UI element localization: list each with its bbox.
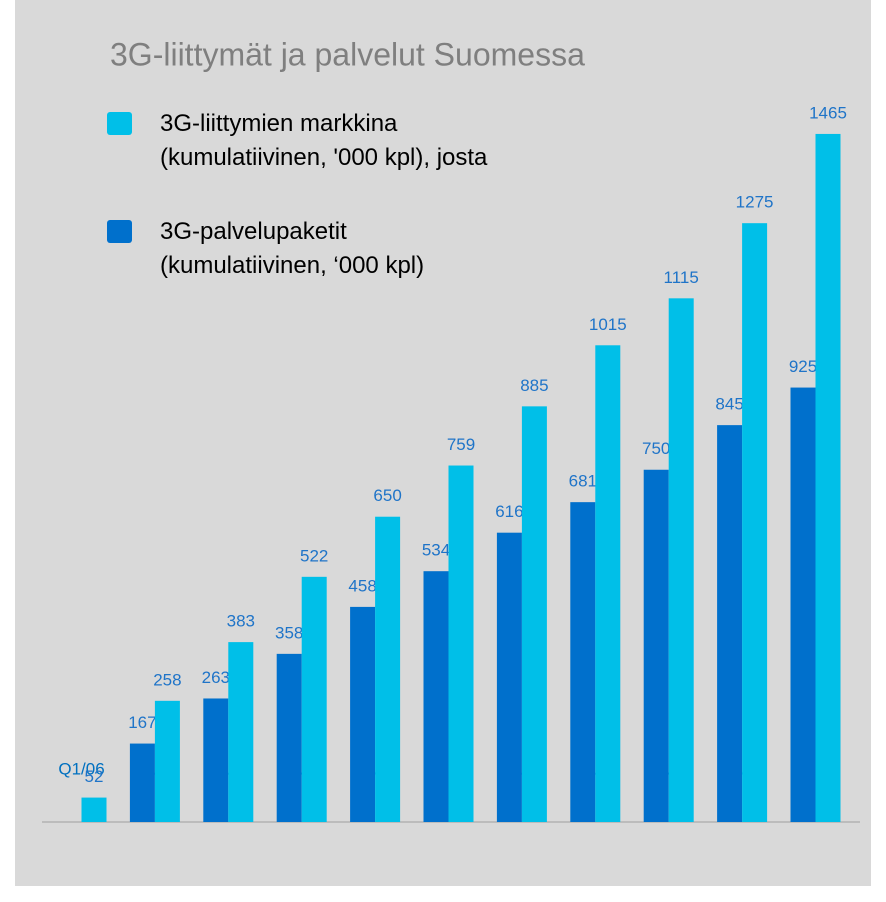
data-label: 167 [128, 713, 156, 732]
data-label: 1275 [736, 193, 774, 212]
data-label: 383 [227, 612, 255, 631]
data-label: 925 [789, 357, 817, 376]
data-label: 681 [569, 472, 597, 491]
bar [668, 298, 694, 822]
bar [154, 700, 180, 822]
chart-title: 3G-liittymät ja palvelut Suomessa [110, 36, 585, 72]
data-label: 1015 [589, 315, 627, 334]
bar [742, 223, 768, 823]
data-label: 1465 [809, 103, 847, 122]
bar [228, 642, 254, 822]
bar [595, 345, 621, 822]
bar [496, 532, 522, 822]
x-tick-label: Q1/06 [58, 759, 104, 778]
bar [643, 469, 669, 822]
legend-swatch [107, 220, 132, 243]
bar [350, 606, 376, 822]
legend-swatch [107, 112, 132, 135]
data-label: 258 [153, 670, 181, 689]
data-label: 885 [520, 376, 548, 395]
bar [423, 571, 449, 822]
data-label: 52 [85, 767, 104, 786]
data-label: 1115 [664, 268, 699, 287]
bar [203, 698, 229, 822]
bar [129, 743, 155, 822]
bar [570, 502, 596, 822]
data-label: 263 [202, 668, 230, 687]
data-label: 616 [495, 502, 523, 521]
bar [521, 406, 547, 822]
bar [790, 387, 816, 822]
data-label: 650 [373, 486, 401, 505]
bar [717, 425, 743, 822]
legend-label: 3G-liittymien markkina (kumulatiivinen, … [160, 110, 488, 171]
bar [448, 465, 474, 822]
data-label: 750 [642, 439, 670, 458]
legend-label: 3G-palvelupaketit (kumulatiivinen, ‘000 … [160, 218, 425, 279]
bar [375, 516, 401, 822]
data-label: 358 [275, 623, 303, 642]
data-label: 522 [300, 546, 328, 565]
data-label: 534 [422, 541, 450, 560]
data-label: 759 [447, 435, 475, 454]
data-label: 458 [348, 576, 376, 595]
bar [815, 133, 841, 822]
bar [81, 797, 107, 822]
bar [276, 653, 302, 822]
bar [301, 576, 327, 822]
data-label: 845 [715, 395, 743, 414]
